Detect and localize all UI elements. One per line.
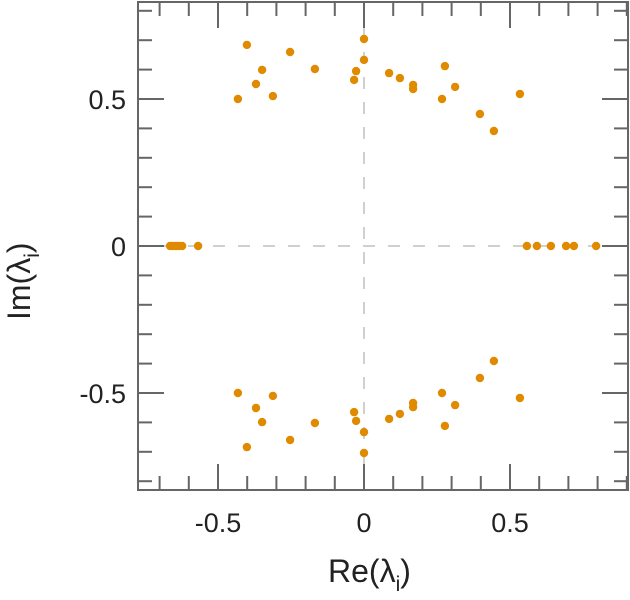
x-axis-title-close: ) (400, 553, 411, 589)
data-point (257, 417, 267, 427)
data-point (408, 398, 418, 408)
y-axis-title-sub: i (21, 253, 44, 258)
data-point (515, 89, 525, 99)
data-point (177, 241, 187, 251)
data-point (437, 388, 447, 398)
data-points (165, 34, 601, 458)
data-point (450, 400, 460, 410)
plot-frame (137, 1, 629, 491)
data-point (384, 414, 394, 424)
data-point (233, 94, 243, 104)
data-point (440, 61, 450, 71)
data-point (257, 65, 267, 75)
data-point (515, 393, 525, 403)
data-point (351, 66, 361, 76)
data-point (359, 427, 369, 437)
data-point (268, 391, 278, 401)
data-point (546, 241, 556, 251)
data-point (242, 40, 252, 50)
data-point (251, 79, 261, 89)
data-point (489, 356, 499, 366)
data-point (242, 442, 252, 452)
y-tick-label: 0.5 (88, 85, 126, 115)
data-point (251, 403, 261, 413)
data-point (532, 241, 542, 251)
x-axis-title-sub: i (396, 573, 401, 596)
x-tick-label: 0.5 (491, 508, 529, 538)
data-point (569, 241, 579, 251)
y-axis-title: Im(λi) (1, 242, 44, 320)
data-point (349, 75, 359, 85)
data-point (437, 94, 447, 104)
data-point (522, 241, 532, 251)
data-point (408, 84, 418, 94)
tick-labels: -0.5 0 0.5 0.5 0 -0.5 (79, 85, 528, 538)
x-axis-title: Re(λi) (328, 553, 411, 596)
x-axis-title-main: Re(λ (328, 553, 396, 589)
data-point (384, 68, 394, 78)
data-point (450, 82, 460, 92)
data-point (351, 416, 361, 426)
data-point (440, 421, 450, 431)
y-tick-label: -0.5 (79, 379, 126, 409)
data-point (359, 34, 369, 44)
data-point (395, 409, 405, 419)
data-point (591, 241, 601, 251)
y-axis-title-close: ) (1, 242, 37, 253)
data-point (359, 448, 369, 458)
data-point (233, 388, 243, 398)
data-point (310, 64, 320, 74)
data-point (285, 47, 295, 57)
y-tick-label: 0 (111, 232, 126, 262)
data-point (489, 126, 499, 136)
data-point (268, 91, 278, 101)
y-axis-title-main: Im(λ (1, 258, 37, 320)
data-point (359, 55, 369, 65)
data-point (395, 73, 405, 83)
data-point (475, 373, 485, 383)
data-point (285, 435, 295, 445)
data-point (475, 109, 485, 119)
axis-ticks (138, 2, 628, 490)
reference-lines (138, 2, 628, 490)
data-point (193, 241, 203, 251)
data-point (310, 418, 320, 428)
x-tick-label: 0 (356, 508, 371, 538)
data-point (349, 407, 359, 417)
x-tick-label: -0.5 (195, 508, 242, 538)
data-point (561, 241, 571, 251)
